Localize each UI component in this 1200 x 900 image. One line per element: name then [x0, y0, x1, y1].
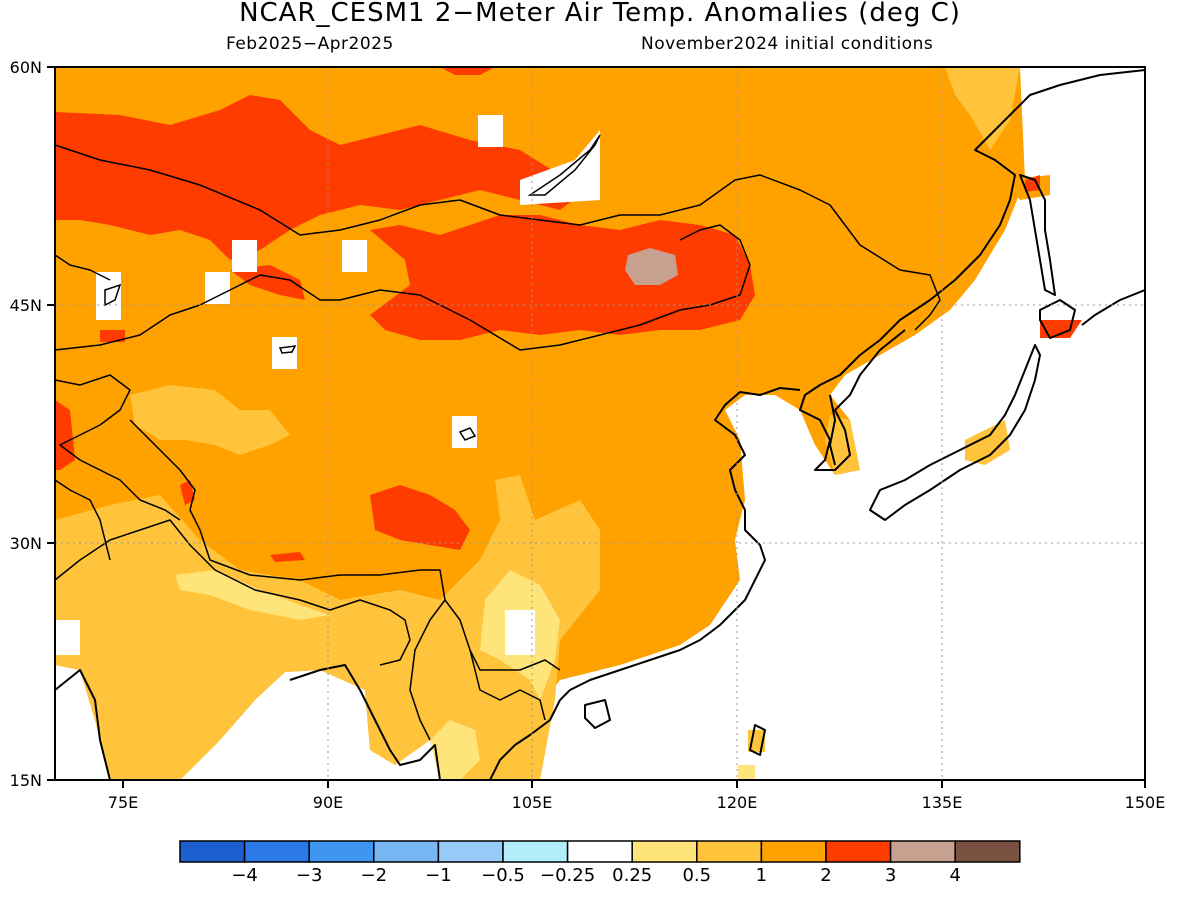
border-himalaya — [129, 419, 561, 671]
shade-2-3-hokkaido — [1040, 320, 1082, 338]
lake-issyk — [278, 345, 297, 354]
shade-05-1-south — [55, 475, 600, 780]
border-russia-china — [55, 144, 941, 331]
colorbar-label: 2 — [820, 865, 831, 886]
coast-india — [55, 664, 441, 780]
country-borders — [55, 144, 941, 741]
shade-2-3-north — [55, 95, 580, 260]
shade-3-4-mongolia — [625, 248, 678, 285]
shade-05-1-japan — [965, 420, 1010, 465]
border-west — [55, 254, 111, 561]
colorbar-label: 3 — [885, 865, 896, 886]
coast-hainan — [584, 699, 611, 729]
coast-indochina — [489, 699, 561, 780]
lake-balkhash — [104, 283, 122, 307]
lon-label-135e: 135E — [922, 793, 963, 812]
colorbar-swatch — [954, 840, 1021, 863]
colorbar-swatch — [308, 840, 375, 863]
axis-ticks — [47, 66, 1146, 788]
border-central-asia — [55, 374, 181, 521]
colorbar-label: −4 — [231, 865, 258, 886]
shade-05-1-tibet-west — [130, 385, 290, 455]
lake-baikal — [527, 134, 601, 196]
shade-2-3-kazakh — [230, 265, 305, 300]
lon-label-105e: 105E — [512, 793, 553, 812]
border-myanmar — [409, 599, 546, 741]
initial-conditions: November2024 initial conditions — [641, 34, 934, 54]
colorbar-swatch — [631, 840, 698, 863]
lon-label-75e: 75E — [108, 793, 138, 812]
colorbar-swatch — [179, 840, 246, 863]
shade-025-05-indochina — [430, 720, 480, 780]
border-kazakhstan — [55, 274, 340, 351]
colorbar-swatch — [243, 840, 310, 863]
lakes — [104, 134, 601, 441]
lat-label-30n: 30N — [10, 534, 42, 553]
colorbar-swatch — [566, 840, 633, 863]
shade-2-3-nepal — [270, 552, 305, 562]
lon-label-150e: 150E — [1125, 793, 1166, 812]
border-india — [55, 519, 411, 666]
forecast-period: Feb2025−Apr2025 — [226, 34, 394, 54]
shade-05-1-northeast — [945, 67, 1020, 150]
colorbar-swatch — [502, 840, 569, 863]
colorbar-swatch — [437, 840, 504, 863]
colorbar-label: 4 — [949, 865, 960, 886]
colorbar-swatch — [825, 840, 892, 863]
colorbar-label: −2 — [361, 865, 388, 886]
colorbar-swatch — [760, 840, 827, 863]
colorbar-label: 0.25 — [612, 865, 652, 886]
coast-taiwan — [749, 724, 766, 756]
shade-2-3-sakhalin — [1025, 175, 1040, 192]
coast-china — [559, 387, 801, 701]
shade-2-3-west2 — [100, 330, 125, 342]
colorbar-swatch — [889, 840, 956, 863]
coast-east-asia — [799, 69, 1145, 471]
coast-japan — [869, 299, 1076, 521]
shade-025-05-himalaya — [175, 570, 330, 620]
colorbar-swatch — [373, 840, 440, 863]
border-mongolia — [339, 224, 751, 351]
lon-label-90e: 90E — [313, 793, 343, 812]
colorbar-label: −0.25 — [540, 865, 595, 886]
shade-2-3-top — [440, 67, 495, 75]
colorbar-label: 0.5 — [682, 865, 711, 886]
colorbar-label: 1 — [756, 865, 767, 886]
map-title: NCAR_CESM1 2−Meter Air Temp. Anomalies (… — [239, 0, 961, 28]
gridlines — [55, 67, 1145, 780]
lat-label-60n: 60N — [10, 58, 42, 77]
colorbar-swatch — [696, 840, 763, 863]
shade-025-05-taiwan — [738, 765, 755, 780]
coast-kamchatka — [1081, 289, 1145, 326]
anomaly-field — [55, 67, 1082, 780]
lat-label-45n: 45N — [10, 296, 42, 315]
shade-2-3-mongolia — [370, 215, 755, 340]
coastlines — [55, 69, 1145, 780]
map-frame — [54, 66, 1146, 781]
shade-2-3-tibet — [370, 485, 470, 550]
colorbar-label: −3 — [296, 865, 323, 886]
coast-korea — [829, 394, 836, 466]
lon-label-120e: 120E — [717, 793, 758, 812]
lake-qinghai — [458, 427, 477, 441]
colorbar-label: −1 — [425, 865, 452, 886]
colorbar: −4 −3 −2 −1 −0.5 −0.25 0.25 0.5 1 2 3 4 — [179, 840, 1021, 886]
lat-label-15n: 15N — [10, 771, 42, 790]
colorbar-label: −0.5 — [481, 865, 525, 886]
coast-sakhalin — [1019, 174, 1056, 296]
